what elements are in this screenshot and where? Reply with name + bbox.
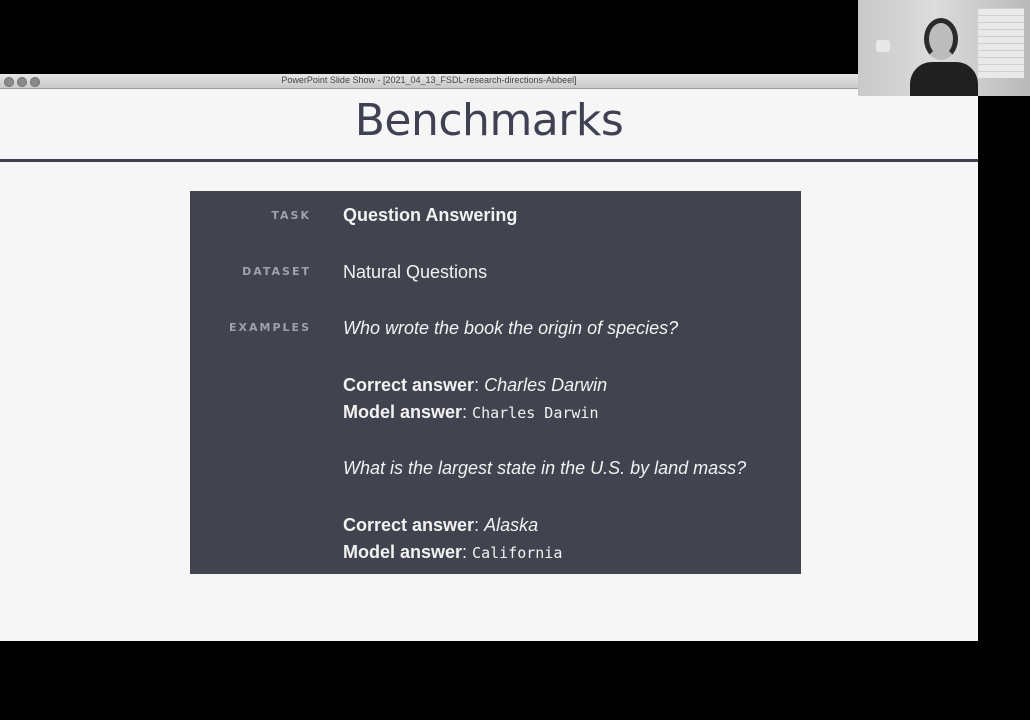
window-blinds [978, 8, 1024, 78]
slide-title: Benchmarks [354, 95, 624, 146]
dataset-label: DATASET [242, 265, 311, 278]
model-answer-line: Model answer: Charles Darwin [343, 402, 598, 423]
presenter-body [910, 62, 978, 96]
examples-label: EXAMPLES [229, 321, 311, 334]
example-question: Who wrote the book the origin of species… [343, 318, 679, 338]
colon: : [474, 515, 485, 535]
minimize-window-icon[interactable] [17, 77, 27, 87]
correct-answer-label: Correct answer [343, 375, 475, 395]
model-answer-label: Model answer [343, 542, 463, 562]
correct-answer-value: Alaska [484, 515, 539, 535]
dataset-value: Natural Questions [343, 262, 488, 282]
window-title-bar[interactable]: PowerPoint Slide Show - [2021_04_13_FSDL… [0, 74, 858, 89]
correct-answer-line: Correct answer: Charles Darwin [343, 375, 607, 396]
window-title: PowerPoint Slide Show - [2021_04_13_FSDL… [281, 75, 577, 85]
task-value: Question Answering [343, 205, 518, 225]
benchmark-panel: TASK Question Answering DATASET Natural … [190, 191, 801, 574]
task-label: TASK [271, 209, 311, 222]
colon: : [474, 375, 485, 395]
webcam-feed [858, 0, 1030, 96]
presenter-head [924, 18, 958, 60]
correct-answer-label: Correct answer [343, 515, 475, 535]
presenter [906, 10, 982, 96]
title-divider [0, 159, 978, 162]
example-question: What is the largest state in the U.S. by… [343, 458, 747, 478]
correct-answer-value: Charles Darwin [484, 375, 608, 395]
model-answer-value: Charles Darwin [472, 404, 599, 422]
correct-answer-line: Correct answer: Alaska [343, 515, 538, 536]
model-answer-value: California [472, 544, 563, 562]
colon: : [462, 402, 473, 422]
close-window-icon[interactable] [4, 77, 14, 87]
slide: Benchmarks TASK Question Answering DATAS… [0, 89, 978, 641]
colon: : [462, 542, 473, 562]
lamp [876, 40, 890, 52]
model-answer-label: Model answer [343, 402, 463, 422]
maximize-window-icon[interactable] [30, 77, 40, 87]
model-answer-line: Model answer: California [343, 542, 562, 563]
